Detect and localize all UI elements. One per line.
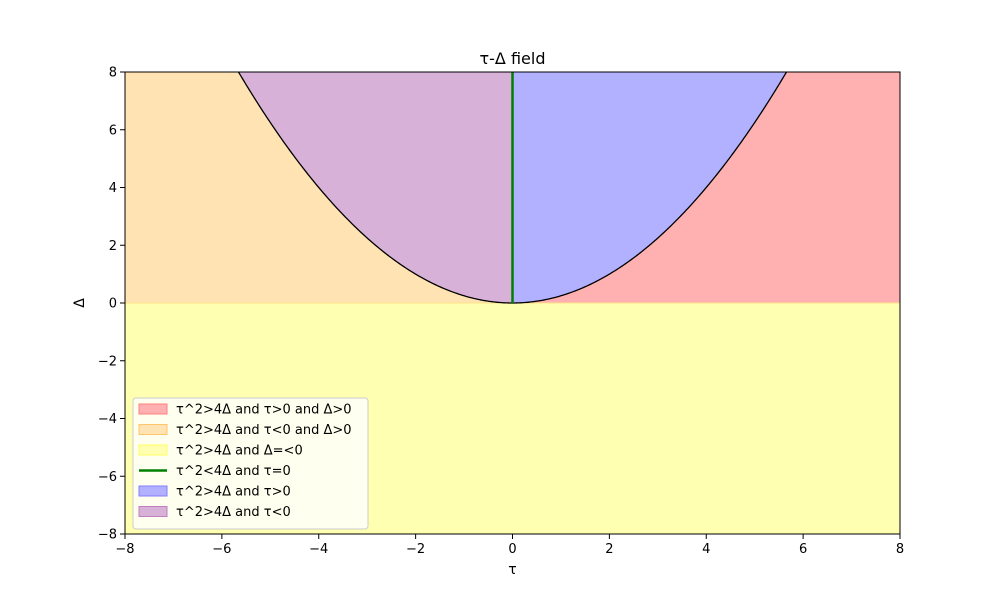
y-tick-label: −2: [98, 354, 117, 369]
legend-swatch: [138, 403, 168, 415]
chart-title: τ-Δ field: [480, 49, 546, 68]
y-tick-label: 8: [109, 66, 117, 81]
y-axis-label: Δ: [72, 298, 88, 308]
region-fill-4: [512, 72, 787, 303]
x-tick-label: 6: [799, 542, 807, 557]
legend-swatch: [138, 506, 168, 517]
legend-label: τ^2<4Δ and τ=0: [176, 464, 291, 479]
legend-swatch: [138, 424, 168, 435]
y-tick-label: −8: [98, 528, 117, 543]
y-tick-label: 0: [109, 297, 117, 312]
x-tick-label: 8: [896, 542, 904, 557]
legend-swatch: [138, 485, 168, 497]
legend-label: τ^2>4Δ and τ>0 and Δ>0: [176, 403, 352, 418]
legend-label: τ^2>4Δ and Δ=<0: [176, 444, 303, 459]
legend-swatch: [138, 444, 168, 456]
x-tick-label: 0: [508, 542, 516, 557]
x-tick-label: 4: [702, 542, 710, 557]
region-fill-5: [238, 72, 513, 303]
y-ticks: −8 −6 −4 −2 0 2 4 6 8: [98, 66, 125, 543]
x-tick-label: −6: [212, 542, 231, 557]
legend: τ^2>4Δ and τ>0 and Δ>0 τ^2>4Δ and τ<0 and…: [132, 397, 369, 530]
y-tick-label: −4: [98, 412, 117, 427]
x-tick-label: −2: [406, 542, 425, 557]
legend-box: [132, 397, 369, 530]
y-tick-label: −6: [98, 470, 117, 485]
y-tick-label: 4: [109, 181, 117, 196]
legend-label: τ^2>4Δ and τ>0: [176, 485, 291, 500]
x-tick-label: 2: [605, 542, 613, 557]
legend-label: τ^2>4Δ and τ<0 and Δ>0: [176, 423, 352, 438]
x-tick-label: −4: [309, 542, 328, 557]
x-axis-label: τ: [508, 562, 516, 578]
x-ticks: −8 −6 −4 −2 0 2 4 6 8: [115, 534, 904, 557]
y-tick-label: 6: [109, 123, 117, 138]
x-tick-label: −8: [115, 542, 134, 557]
legend-label: τ^2>4Δ and τ<0: [176, 505, 291, 520]
y-tick-label: 2: [109, 239, 117, 254]
